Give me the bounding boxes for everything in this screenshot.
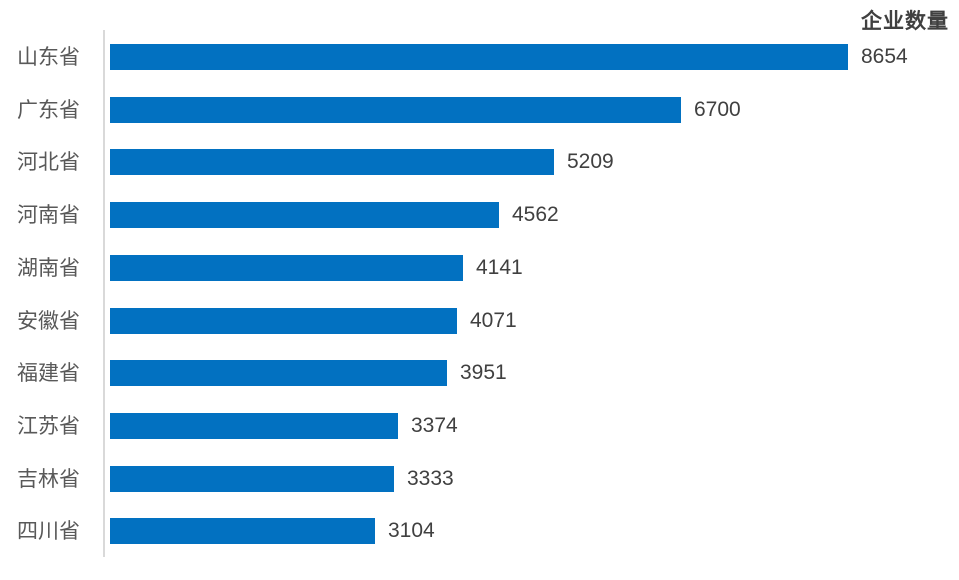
bar	[110, 97, 681, 123]
bar-row: 湖南省 4141	[0, 255, 959, 281]
value-label: 3374	[411, 414, 458, 437]
bar-row: 安徽省 4071	[0, 308, 959, 334]
value-label: 5209	[567, 150, 614, 173]
bar	[110, 255, 463, 281]
bar	[110, 360, 447, 386]
y-axis-line	[103, 30, 105, 557]
bar-row: 江苏省 3374	[0, 413, 959, 439]
category-label: 福建省	[17, 361, 80, 385]
category-label: 吉林省	[17, 467, 80, 491]
value-label: 3951	[460, 361, 507, 384]
value-label: 3333	[407, 467, 454, 490]
category-label: 广东省	[17, 98, 80, 122]
bar-row: 山东省 8654	[0, 44, 959, 70]
bar-row: 河南省 4562	[0, 202, 959, 228]
category-label: 四川省	[17, 519, 80, 543]
category-label: 河北省	[17, 150, 80, 174]
bar-row: 广东省 6700	[0, 97, 959, 123]
bar	[110, 44, 848, 70]
bar-row: 河北省 5209	[0, 149, 959, 175]
bar	[110, 149, 554, 175]
bar-row: 吉林省 3333	[0, 466, 959, 492]
bar-row: 福建省 3951	[0, 360, 959, 386]
bar	[110, 518, 375, 544]
bar	[110, 466, 394, 492]
bar	[110, 308, 457, 334]
value-label: 6700	[694, 98, 741, 121]
value-label: 4562	[512, 203, 559, 226]
value-label: 4141	[476, 256, 523, 279]
bar-row: 四川省 3104	[0, 518, 959, 544]
bar	[110, 202, 499, 228]
category-label: 山东省	[17, 45, 80, 69]
value-label: 4071	[470, 309, 517, 332]
value-label: 8654	[861, 45, 908, 68]
value-label: 3104	[388, 519, 435, 542]
category-label: 河南省	[17, 203, 80, 227]
bar	[110, 413, 398, 439]
category-label: 江苏省	[17, 414, 80, 438]
category-label: 湖南省	[17, 256, 80, 280]
chart-title: 企业数量	[861, 10, 949, 33]
category-label: 安徽省	[17, 309, 80, 333]
